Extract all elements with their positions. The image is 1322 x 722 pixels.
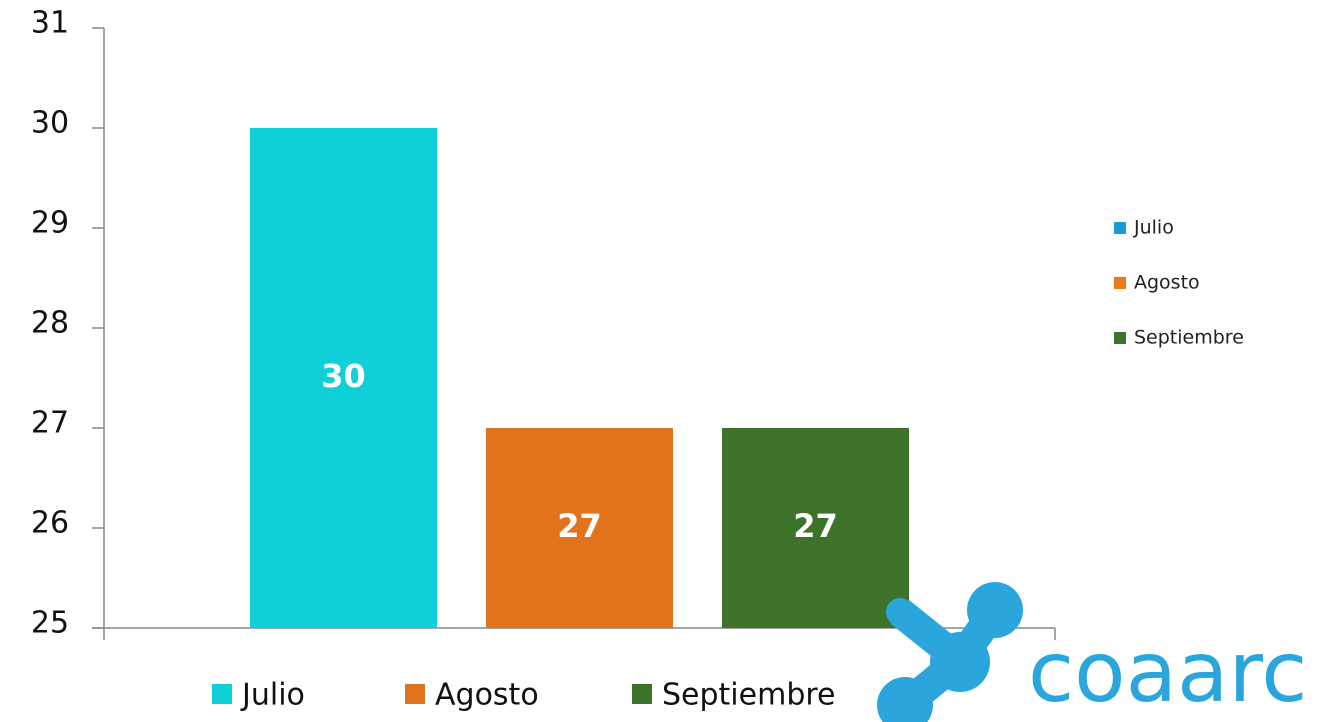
legend-swatch <box>405 684 425 704</box>
y-tick-label: 31 <box>31 6 69 41</box>
bar <box>486 428 673 628</box>
side-legend-label: Julio <box>1133 217 1174 239</box>
legend-label: Septiembre <box>662 678 836 713</box>
side-legend-swatch <box>1114 332 1126 344</box>
y-tick-label: 26 <box>31 506 69 541</box>
legend-swatch <box>212 684 232 704</box>
logo-text: coaarc <box>1028 623 1307 721</box>
data-label: 27 <box>793 507 838 545</box>
data-label: 30 <box>321 357 366 395</box>
side-legend-swatch <box>1114 222 1126 234</box>
logo: coaarc <box>877 582 1307 722</box>
legend-label: Julio <box>240 678 305 713</box>
plot: 25 26 27 28 29 30 31 30 27 27 Julio Julio Agosto Agos… <box>31 6 1244 713</box>
data-label: 27 <box>557 507 602 545</box>
bar <box>250 128 437 628</box>
y-tick-label: 30 <box>31 106 69 141</box>
logo-dot <box>930 632 990 692</box>
y-tick-label: 27 <box>31 406 69 441</box>
side-legend-label: Septiembre <box>1134 327 1244 349</box>
side-legend-label: Agosto <box>1134 272 1200 294</box>
y-tick-label: 29 <box>31 206 69 241</box>
y-tick-label: 25 <box>31 606 69 641</box>
legend-swatch <box>632 684 652 704</box>
y-tick-label: 28 <box>31 306 69 341</box>
side-legend-swatch <box>1114 277 1126 289</box>
legend-label: Agosto <box>435 678 539 713</box>
bar <box>722 428 909 628</box>
